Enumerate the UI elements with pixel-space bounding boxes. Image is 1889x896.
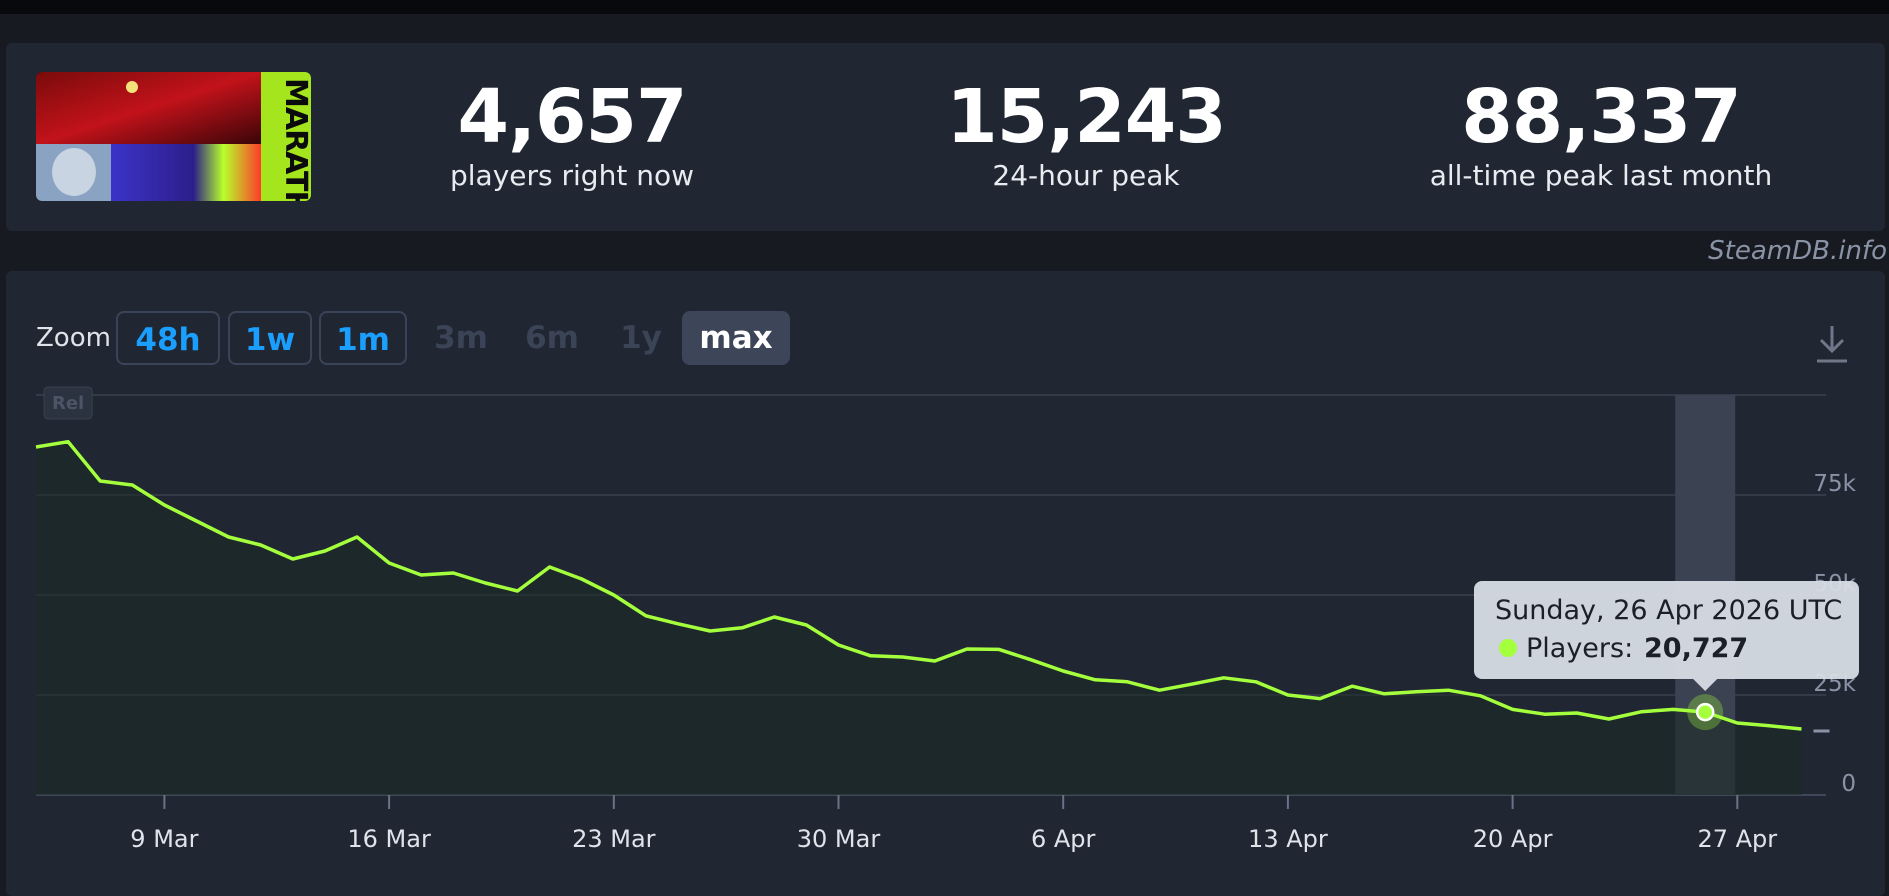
game-cover-image[interactable]: MARATHON: [36, 72, 311, 201]
zoom-1m-button[interactable]: 1m: [319, 311, 407, 365]
players-now-stat: 4,657 players right now: [362, 75, 782, 193]
x-tick-label-5: 13 Apr: [1248, 825, 1328, 853]
x-tick-label-1: 16 Mar: [347, 825, 431, 853]
players-now-label: players right now: [450, 159, 694, 192]
zoom-6m-button[interactable]: 6m: [525, 320, 579, 356]
x-tick-label-6: 20 Apr: [1473, 825, 1553, 853]
zoom-1y-button[interactable]: 1y: [620, 320, 662, 356]
steamdb-watermark[interactable]: SteamDB.info: [1708, 236, 1887, 266]
zoom-3m-button[interactable]: 3m: [434, 320, 488, 356]
cover-title-text: MARATHON: [278, 78, 311, 201]
x-tick-label-4: 6 Apr: [1031, 825, 1096, 853]
stats-panel: MARATHON 4,657 players right now 15,243 …: [6, 43, 1885, 231]
release-marker-box: [43, 386, 93, 420]
zoom-max-button[interactable]: max: [682, 311, 790, 365]
x-tick-label-3: 30 Mar: [797, 825, 881, 853]
y-tick-label-0: 0: [1841, 771, 1856, 797]
daily-peak-label: 24-hour peak: [992, 159, 1180, 192]
top-bar: [0, 0, 1889, 14]
daily-peak-value: 15,243: [946, 74, 1227, 160]
download-icon[interactable]: [1816, 324, 1848, 364]
zoom-1w-button[interactable]: 1w: [228, 311, 312, 365]
x-tick-label-0: 9 Mar: [130, 825, 198, 853]
series-area: [36, 441, 1802, 795]
zoom-label: Zoom: [36, 323, 111, 353]
tooltip-series-label: Players:: [1526, 633, 1633, 664]
release-marker-label: Rel: [52, 393, 84, 414]
alltime-peak-value: 88,337: [1461, 74, 1742, 160]
hover-point: [1695, 702, 1715, 722]
chart-panel: Zoom 48h 1w 1m 3m 6m 1y max Rel025k50k75…: [6, 271, 1885, 896]
x-tick-label-2: 23 Mar: [572, 825, 656, 853]
tooltip-series-dot: [1499, 639, 1517, 657]
tooltip-box: [1474, 581, 1859, 679]
series-line: [35, 439, 1802, 731]
y-tick-label-3: 75k: [1813, 471, 1856, 497]
tooltip-pointer: [1693, 679, 1718, 691]
players-now-value: 4,657: [457, 74, 687, 160]
x-tick-label-7: 27 Apr: [1697, 825, 1777, 853]
alltime-peak-stat: 88,337 all-time peak last month: [1391, 75, 1811, 193]
zoom-48h-button[interactable]: 48h: [116, 311, 220, 365]
tooltip-date: Sunday, 26 Apr 2026 UTC: [1495, 595, 1842, 626]
daily-peak-stat: 15,243 24-hour peak: [876, 75, 1296, 193]
tooltip-value: 20,727: [1644, 633, 1748, 664]
alltime-peak-label: all-time peak last month: [1429, 159, 1773, 192]
